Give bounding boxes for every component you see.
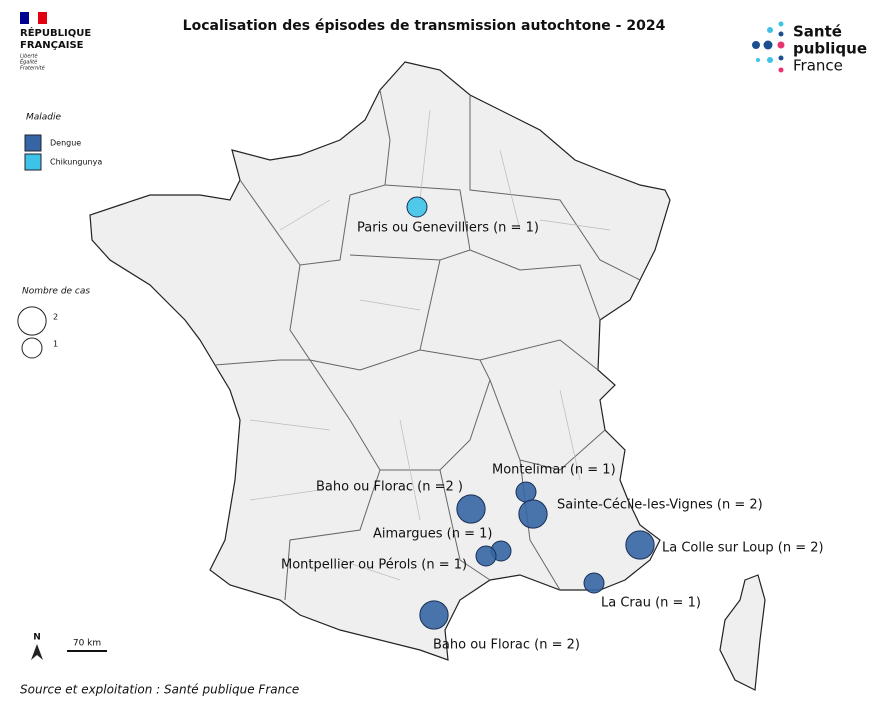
brand: publique [793, 40, 867, 58]
point-label: Sainte-Cécile-les-Vignes (n = 2) [557, 498, 763, 513]
legend-swatch [24, 134, 42, 152]
case-point [456, 494, 486, 524]
point-label: La Crau (n = 1) [601, 596, 701, 611]
point-label: Paris ou Genevilliers (n = 1) [357, 221, 539, 236]
sante-logo [752, 21, 785, 73]
legend-label: Dengue [50, 139, 81, 148]
title: Localisation des épisodes de transmissio… [183, 18, 666, 34]
point-label: Montelimar (n = 1) [492, 463, 616, 478]
motto: Liberté [20, 53, 38, 60]
point-label: La Colle sur Loup (n = 2) [662, 541, 824, 556]
size-key [17, 306, 47, 336]
north-label: N [33, 633, 41, 643]
republique-logo [20, 12, 47, 24]
point-label: Aimargues (n = 1) [373, 527, 492, 542]
point-label: Baho ou Florac (n =2 ) [316, 480, 463, 495]
case-point [583, 572, 605, 594]
brand: Santé [793, 23, 842, 41]
scale-label: 70 km [73, 639, 101, 649]
legend-label: Chikungunya [50, 158, 102, 167]
legend-swatch [24, 153, 42, 171]
case-point [475, 545, 497, 567]
case-point [625, 530, 655, 560]
francaise: FRANÇAISE [20, 40, 84, 51]
size-label: 2 [53, 313, 58, 322]
republique: RÉPUBLIQUE [20, 26, 91, 39]
size-legend-title: Nombre de cas [22, 287, 90, 297]
case-point [419, 600, 449, 630]
case-point [518, 499, 548, 529]
size-key [21, 337, 43, 359]
point-label: Montpellier ou Pérols (n = 1) [281, 558, 467, 573]
motto: Égalité [20, 58, 37, 66]
north-arrow [31, 644, 107, 660]
source: Source et exploitation : Santé publique … [20, 683, 299, 697]
point-label: Baho ou Florac (n = 2) [433, 638, 580, 653]
brand: France [793, 57, 843, 75]
case-point [406, 196, 428, 218]
size-label: 1 [53, 340, 58, 349]
case-point [515, 481, 537, 503]
legend-title: Maladie [26, 113, 62, 123]
motto: Fraternité [20, 65, 45, 72]
